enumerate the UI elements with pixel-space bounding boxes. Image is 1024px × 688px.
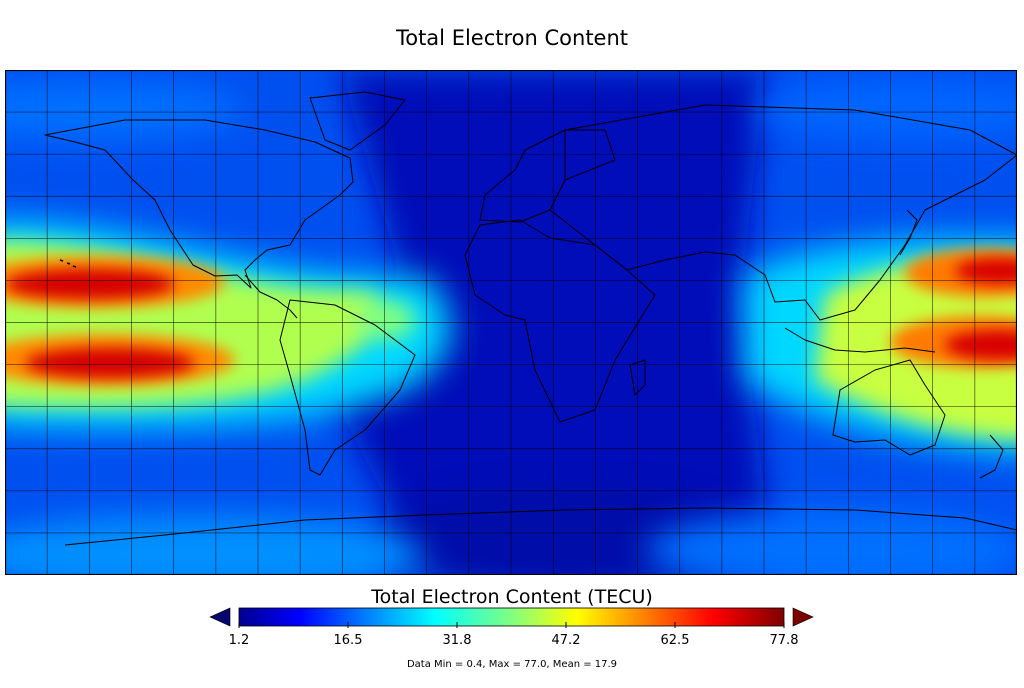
colorbar-tick-label: 16.5 bbox=[334, 633, 363, 648]
colorbar-min-arrow bbox=[210, 608, 230, 626]
colorbar-title: Total Electron Content (TECU) bbox=[0, 586, 1024, 608]
map-title: Total Electron Content bbox=[0, 26, 1024, 50]
data-statistics: Data Min = 0.4, Max = 77.0, Mean = 17.9 bbox=[0, 659, 1024, 670]
colorbar-tick-label: 62.5 bbox=[661, 633, 690, 648]
tec-map bbox=[5, 70, 1017, 575]
colorbar-tick-label: 77.8 bbox=[770, 633, 799, 648]
colorbar-ramp bbox=[239, 608, 784, 626]
colorbar: 1.2 16.5 31.8 47.2 62.5 77.8 bbox=[208, 606, 816, 654]
colorbar-tick-label: 1.2 bbox=[229, 633, 250, 648]
colorbar-tick-label: 31.8 bbox=[443, 633, 472, 648]
colorbar-tick-label: 47.2 bbox=[552, 633, 581, 648]
colorbar-max-arrow bbox=[793, 608, 813, 626]
